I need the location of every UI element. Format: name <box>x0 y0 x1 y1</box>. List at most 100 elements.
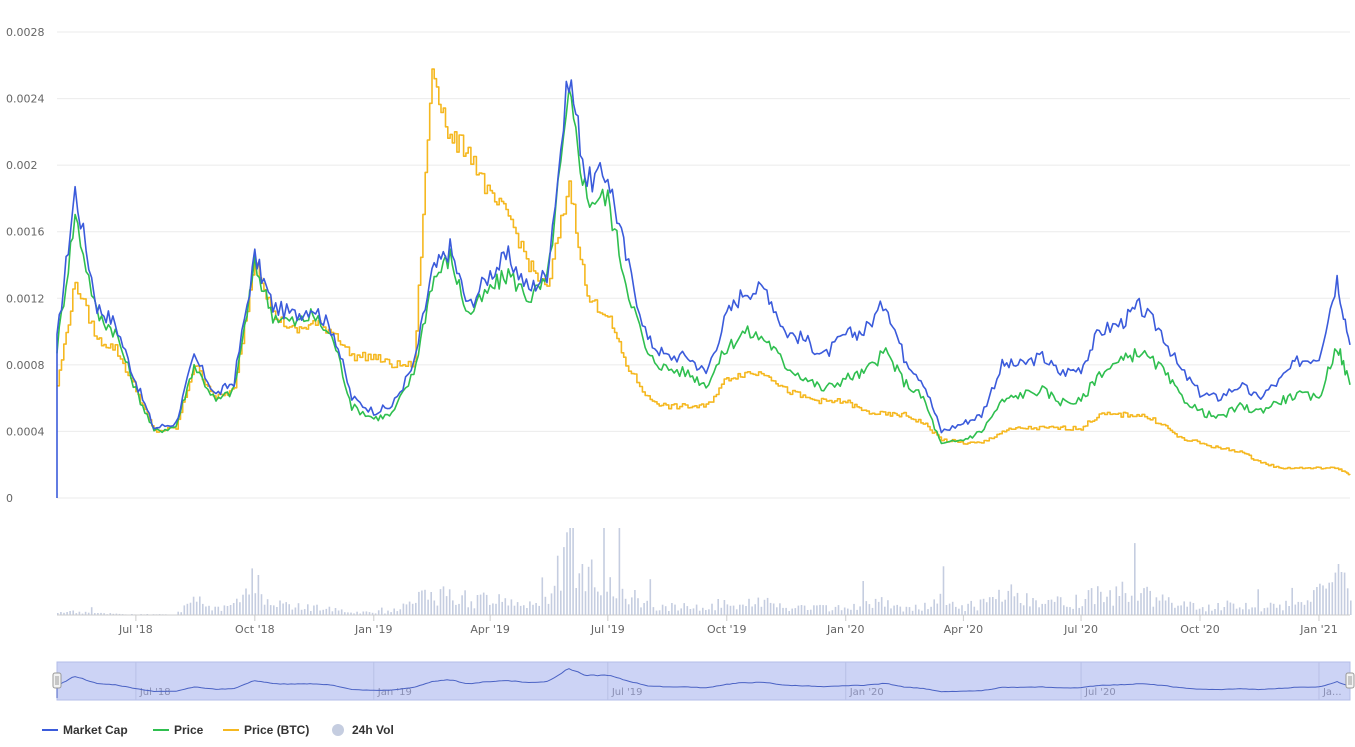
volume-bar <box>1297 601 1300 615</box>
volume-bar <box>1257 589 1259 615</box>
volume-bar <box>384 613 386 615</box>
volume-bar <box>353 613 355 615</box>
volume-bar <box>563 547 565 615</box>
volume-bar <box>890 608 892 615</box>
volume-bar <box>393 608 395 615</box>
volume-bar <box>1263 608 1266 615</box>
volume-bar <box>803 605 806 615</box>
navigator-right-handle[interactable] <box>1345 672 1355 689</box>
volume-bar <box>337 610 340 615</box>
x-tick-label: Jan '21 <box>1299 623 1337 636</box>
volume-bar <box>1306 600 1309 615</box>
volume-bar <box>507 605 510 615</box>
volume-bar <box>495 603 497 615</box>
volume-bar <box>933 599 935 615</box>
volume-bar <box>325 608 328 615</box>
volume-bar <box>273 605 275 615</box>
volume-bar <box>103 613 105 615</box>
legend-item-24h-vol[interactable]: 24h Vol <box>332 723 394 737</box>
volume-bar <box>1010 584 1013 615</box>
volume-bar <box>834 606 837 615</box>
volume-bar <box>1266 607 1269 615</box>
legend-label: 24h Vol <box>352 723 394 737</box>
volume-bar <box>726 604 729 615</box>
volume-bar <box>590 559 593 615</box>
y-axis-ticks: 0 0.0004 0.0008 0.0012 0.0016 0.002 0.0024 0.00… <box>6 26 45 505</box>
volume-bar <box>433 600 436 615</box>
volume-bar <box>1019 603 1022 615</box>
volume-bar <box>1220 610 1222 615</box>
volume-bar <box>1007 590 1010 615</box>
volume-bar <box>794 608 797 615</box>
volume-bar <box>371 612 374 615</box>
volume-bar <box>269 605 272 615</box>
volume-bar <box>674 604 676 615</box>
volume-bar <box>473 608 476 615</box>
volume-bar <box>1059 597 1062 615</box>
legend-item-price-btc[interactable]: Price (BTC) <box>223 723 309 737</box>
volume-bar <box>1149 590 1151 615</box>
volume-bar <box>1254 607 1256 615</box>
volume-bar <box>843 607 846 615</box>
volume-bar <box>677 610 679 615</box>
volume-bar <box>1167 597 1170 615</box>
volume-bar <box>649 579 652 615</box>
x-tick-label: Jan '20 <box>826 623 864 636</box>
volume-bar <box>1291 587 1293 615</box>
volume-bar <box>118 613 121 615</box>
volume-bar <box>1325 588 1327 615</box>
volume-bar <box>720 607 723 615</box>
volume-bar <box>1056 596 1059 615</box>
series-line-price-btc <box>57 68 1351 476</box>
volume-bar <box>1328 582 1330 615</box>
volume-bar <box>643 603 645 615</box>
volume-bar <box>245 588 247 615</box>
volume-bar <box>1130 595 1133 615</box>
volume-bar <box>205 606 207 615</box>
volume-bar <box>72 610 74 615</box>
volume-bar <box>797 605 800 615</box>
x-tick-label: Jul '19 <box>590 623 625 636</box>
grid-lines <box>57 31 1350 499</box>
volume-bar <box>948 603 951 615</box>
navigator-tick-label: Jul '18 <box>139 687 171 698</box>
volume-bar <box>874 598 877 615</box>
volume-bar <box>1078 607 1080 615</box>
volume-bar <box>769 602 772 615</box>
volume-bar <box>1124 593 1127 615</box>
y-tick-label: 0.0016 <box>6 226 45 239</box>
volume-bar <box>766 597 769 615</box>
volume-bar <box>967 603 969 615</box>
volume-bar <box>1097 586 1099 615</box>
volume-bar <box>569 528 571 615</box>
volume-bar <box>470 601 473 615</box>
volume-bar <box>1084 599 1087 615</box>
volume-bar <box>1214 609 1216 615</box>
volume-bar <box>257 575 260 615</box>
volume-bar <box>772 603 775 615</box>
volume-bar <box>840 610 843 615</box>
navigator-selection[interactable] <box>56 661 1351 701</box>
volume-bar <box>1171 602 1173 615</box>
legend-item-market-cap[interactable]: Market Cap <box>42 723 128 737</box>
navigator-left-handle[interactable] <box>52 672 62 689</box>
volume-bar <box>1346 588 1349 615</box>
legend-item-price[interactable]: Price <box>153 723 204 737</box>
volume-bar <box>1319 583 1321 615</box>
volume-bar <box>695 604 698 615</box>
volume-bar <box>911 610 914 615</box>
volume-bar <box>1201 607 1204 615</box>
volume-bar <box>523 605 525 615</box>
volume-bar <box>578 573 581 615</box>
volume-bar <box>936 603 939 615</box>
x-tick-label: Jul '20 <box>1063 623 1098 636</box>
volume-bar <box>711 603 713 615</box>
volume-bar <box>566 532 568 615</box>
volume-bar <box>266 599 269 615</box>
volume-bar <box>612 596 615 615</box>
range-navigator[interactable]: Jul '18 Jan '19 Jul '19 Jan '20 Jul '20 Ja... <box>52 661 1355 701</box>
volume-bar <box>624 598 627 615</box>
volume-bar <box>816 605 818 615</box>
volume-bar <box>1001 601 1003 615</box>
